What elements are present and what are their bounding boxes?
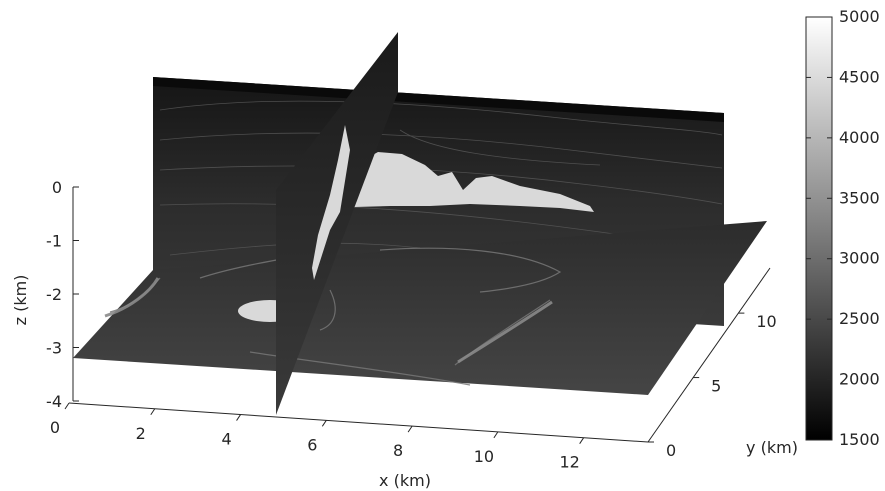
x-tick-label: 8 <box>393 441 403 460</box>
x-tick-label: 10 <box>474 447 494 466</box>
x-tick-label: 6 <box>307 435 317 454</box>
x-tick-label: 2 <box>136 424 146 443</box>
x-tick-mark <box>579 437 585 444</box>
z-tick-label: -1 <box>46 232 62 251</box>
z-axis-label: z (km) <box>11 275 30 326</box>
x-axis-line <box>68 402 649 443</box>
cross-slice <box>276 32 398 415</box>
x-tick-label: 12 <box>559 453 579 472</box>
colorbar-tick-label: 4000 <box>839 128 880 147</box>
floor-plane <box>73 221 767 395</box>
x-axis-label: x (km) <box>379 471 431 490</box>
y-axis-label: y (km) <box>746 438 798 457</box>
x-tick-label: 0 <box>50 418 60 437</box>
colorbar-tick-label: 2000 <box>839 370 880 389</box>
y-axis-ticks: 0 5 10 <box>648 312 777 460</box>
z-tick-label: -3 <box>46 339 62 358</box>
z-tick-label: -4 <box>46 392 62 411</box>
colorbar-tick-label: 4500 <box>839 67 880 86</box>
y-tick-label: 0 <box>666 441 676 460</box>
colorbar-tick-label: 3500 <box>839 188 880 207</box>
z-tick-label: 0 <box>52 178 62 197</box>
cross-slice-plane <box>276 32 398 415</box>
salt-body <box>312 125 594 280</box>
back-slice-top-band <box>153 77 724 122</box>
y-axis-line <box>647 267 771 443</box>
y-tick-label: 10 <box>756 312 776 331</box>
colorbar-tick-label: 1500 <box>839 430 880 449</box>
colorbar-tick-label: 3000 <box>839 249 880 268</box>
x-tick-mark <box>236 414 241 421</box>
z-axis-ticks: 0 -1 -2 -3 -4 <box>46 178 79 411</box>
x-tick-mark <box>407 425 413 433</box>
colorbar-gradient <box>805 16 833 441</box>
colorbar-tick-label: 2500 <box>839 309 880 328</box>
y-tick-label: 5 <box>711 377 721 396</box>
x-axis-ticks: 0 2 4 6 8 10 12 <box>50 402 585 472</box>
floor-bright-streaks <box>104 277 553 364</box>
x-tick-mark <box>150 408 156 416</box>
x-tick-mark <box>64 402 70 410</box>
z-tick-label: -2 <box>46 285 62 304</box>
x-tick-mark <box>493 431 499 439</box>
salt-cross <box>312 125 350 280</box>
colorbar-ticks: 5000 4500 4000 3500 3000 2500 2000 1500 <box>806 7 880 449</box>
colorbar: 5000 4500 4000 3500 3000 2500 2000 1500 <box>805 7 880 449</box>
axes: 0 -1 -2 -3 -4 0 2 4 6 8 10 12 0 5 10 <box>46 178 777 472</box>
x-tick-mark <box>321 420 327 427</box>
colorbar-tick-label: 5000 <box>839 7 880 26</box>
x-tick-label: 4 <box>221 430 231 449</box>
